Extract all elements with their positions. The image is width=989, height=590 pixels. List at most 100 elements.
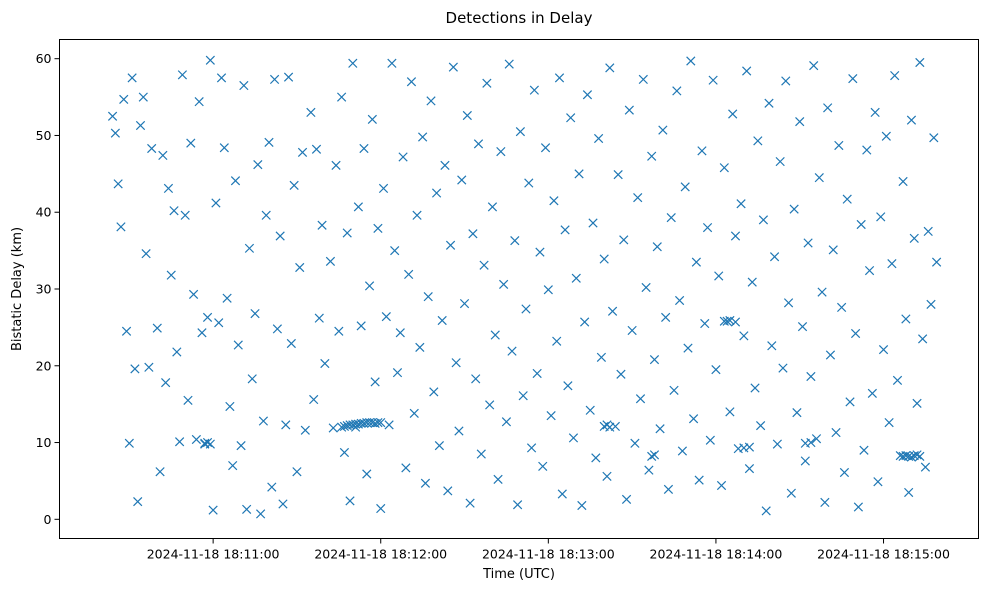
data-point bbox=[797, 321, 808, 332]
data-point bbox=[898, 176, 908, 187]
data-point bbox=[789, 204, 799, 214]
data-point bbox=[722, 316, 732, 326]
data-point bbox=[370, 377, 380, 387]
data-point bbox=[337, 92, 347, 102]
data-point bbox=[130, 364, 140, 374]
data-point bbox=[216, 73, 227, 83]
data-point bbox=[546, 411, 556, 421]
data-point bbox=[621, 494, 632, 504]
data-point bbox=[367, 114, 377, 124]
y-axis-label: Bistatic Delay (km) bbox=[10, 227, 25, 351]
data-point bbox=[786, 488, 796, 498]
data-point bbox=[415, 342, 425, 352]
data-point bbox=[800, 456, 810, 466]
data-point bbox=[342, 228, 352, 238]
data-point bbox=[652, 242, 662, 252]
data-point bbox=[334, 326, 344, 336]
data-point bbox=[915, 57, 925, 68]
data-point bbox=[144, 362, 154, 372]
data-point bbox=[512, 500, 523, 510]
data-point bbox=[499, 279, 509, 290]
chart-title: Detections in Delay bbox=[446, 9, 593, 27]
data-point bbox=[912, 398, 922, 409]
data-point bbox=[574, 169, 584, 179]
data-point bbox=[677, 446, 688, 456]
data-point bbox=[931, 257, 942, 267]
data-point bbox=[222, 293, 232, 303]
data-point bbox=[521, 304, 531, 314]
data-point bbox=[191, 434, 201, 445]
data-point bbox=[116, 222, 126, 232]
data-point bbox=[920, 462, 931, 472]
data-point bbox=[473, 139, 484, 149]
data-point bbox=[510, 236, 520, 246]
data-point bbox=[742, 66, 752, 76]
data-point bbox=[658, 125, 668, 135]
data-point bbox=[339, 447, 350, 458]
data-point bbox=[850, 328, 861, 339]
data-point bbox=[725, 315, 735, 326]
data-point bbox=[853, 502, 864, 512]
data-point bbox=[401, 463, 411, 473]
data-point bbox=[552, 336, 562, 346]
data-point bbox=[848, 74, 858, 84]
data-point bbox=[205, 55, 215, 65]
data-point bbox=[543, 285, 553, 295]
data-point bbox=[674, 295, 685, 306]
data-point bbox=[680, 182, 690, 192]
data-point bbox=[362, 469, 372, 479]
data-point bbox=[445, 240, 456, 250]
data-point bbox=[228, 460, 238, 471]
data-point bbox=[242, 504, 252, 514]
data-point bbox=[113, 179, 123, 189]
data-point bbox=[647, 451, 657, 461]
data-point bbox=[384, 420, 394, 430]
data-point bbox=[275, 231, 285, 241]
data-point bbox=[873, 477, 883, 487]
data-point bbox=[700, 318, 710, 329]
data-point bbox=[487, 202, 498, 212]
data-point bbox=[806, 437, 816, 448]
data-point bbox=[730, 317, 741, 327]
data-point bbox=[163, 183, 174, 194]
data-point bbox=[887, 259, 897, 269]
marks-group bbox=[107, 55, 942, 519]
data-point bbox=[373, 223, 383, 233]
data-point bbox=[420, 478, 431, 488]
data-point bbox=[485, 400, 495, 410]
data-point bbox=[141, 249, 151, 259]
data-point bbox=[655, 424, 665, 434]
data-point bbox=[395, 328, 405, 338]
data-point bbox=[174, 437, 185, 447]
data-point bbox=[580, 317, 590, 327]
data-point bbox=[661, 312, 671, 323]
data-point bbox=[747, 277, 757, 287]
data-point bbox=[443, 486, 453, 496]
data-point bbox=[599, 254, 609, 264]
data-point bbox=[434, 440, 445, 451]
data-point bbox=[792, 407, 802, 418]
data-point bbox=[820, 497, 830, 508]
y-tick-label: 60 bbox=[36, 51, 52, 66]
data-point bbox=[208, 505, 218, 515]
data-point bbox=[683, 343, 693, 353]
y-tick-label: 20 bbox=[36, 358, 52, 373]
data-point bbox=[918, 334, 928, 344]
data-point bbox=[607, 306, 618, 316]
data-point bbox=[202, 437, 213, 448]
data-point bbox=[705, 435, 715, 445]
data-point bbox=[272, 324, 283, 334]
data-point bbox=[535, 247, 545, 257]
data-point bbox=[158, 150, 168, 161]
data-point bbox=[862, 145, 872, 155]
data-point bbox=[448, 62, 458, 72]
data-point bbox=[647, 151, 657, 161]
data-point bbox=[616, 369, 626, 379]
data-point bbox=[845, 397, 855, 407]
data-point bbox=[471, 374, 481, 384]
data-point bbox=[571, 273, 581, 283]
x-tick-label: 2024-11-18 18:13:00 bbox=[482, 547, 615, 562]
data-point bbox=[462, 110, 472, 121]
data-point bbox=[269, 74, 280, 85]
data-point bbox=[172, 347, 182, 357]
